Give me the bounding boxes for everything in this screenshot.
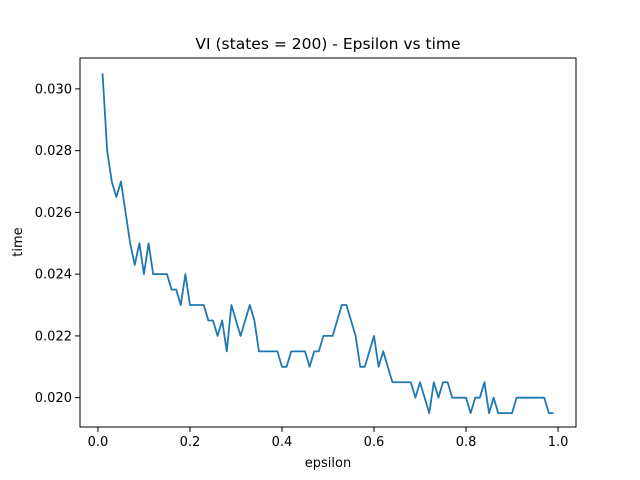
x-tick-label: 0.2 (180, 435, 201, 450)
x-tick-label: 0.8 (456, 435, 477, 450)
x-tick-label: 0.0 (88, 435, 109, 450)
y-tick-label: 0.030 (35, 82, 72, 97)
y-tick-label: 0.024 (35, 268, 72, 283)
y-tick-label: 0.022 (35, 329, 72, 344)
x-tick-label: 1.0 (548, 435, 569, 450)
y-axis-title: time (11, 227, 26, 256)
y-tick-label: 0.028 (35, 144, 72, 159)
y-tick-label: 0.026 (35, 206, 72, 221)
y-axis: 0.020 0.022 0.024 0.026 0.028 0.030 (35, 82, 80, 406)
chart-title: VI (states = 200) - Epsilon vs time (195, 35, 460, 53)
plot-frame (79, 57, 577, 428)
x-tick-label: 0.6 (364, 435, 385, 450)
x-axis: 0.0 0.2 0.4 0.6 0.8 1.0 (88, 427, 569, 450)
series-line (101, 73, 554, 414)
y-tick-label: 0.020 (35, 391, 72, 406)
x-axis-title: epsilon (305, 456, 351, 471)
x-tick-label: 0.4 (272, 435, 293, 450)
